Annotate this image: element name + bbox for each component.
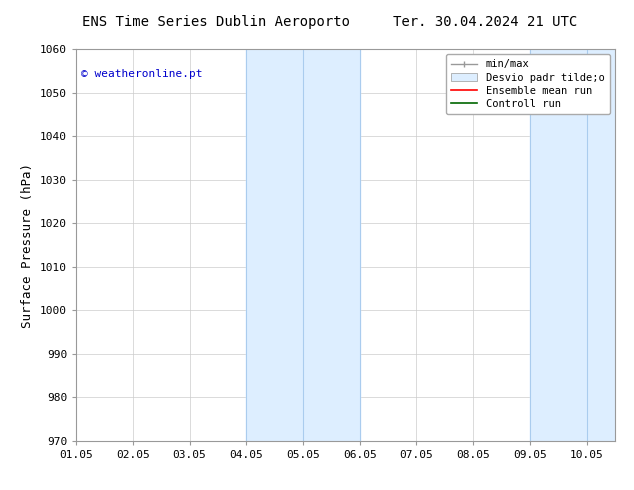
Text: ENS Time Series Dublin Aeroporto: ENS Time Series Dublin Aeroporto [82, 15, 351, 29]
Bar [530, 49, 615, 441]
Bar [246, 49, 359, 441]
Legend: min/max, Desvio padr tilde;o, Ensemble mean run, Controll run: min/max, Desvio padr tilde;o, Ensemble m… [446, 54, 610, 114]
Y-axis label: Surface Pressure (hPa): Surface Pressure (hPa) [22, 163, 34, 327]
Text: © weatheronline.pt: © weatheronline.pt [81, 69, 203, 78]
Text: Ter. 30.04.2024 21 UTC: Ter. 30.04.2024 21 UTC [393, 15, 578, 29]
